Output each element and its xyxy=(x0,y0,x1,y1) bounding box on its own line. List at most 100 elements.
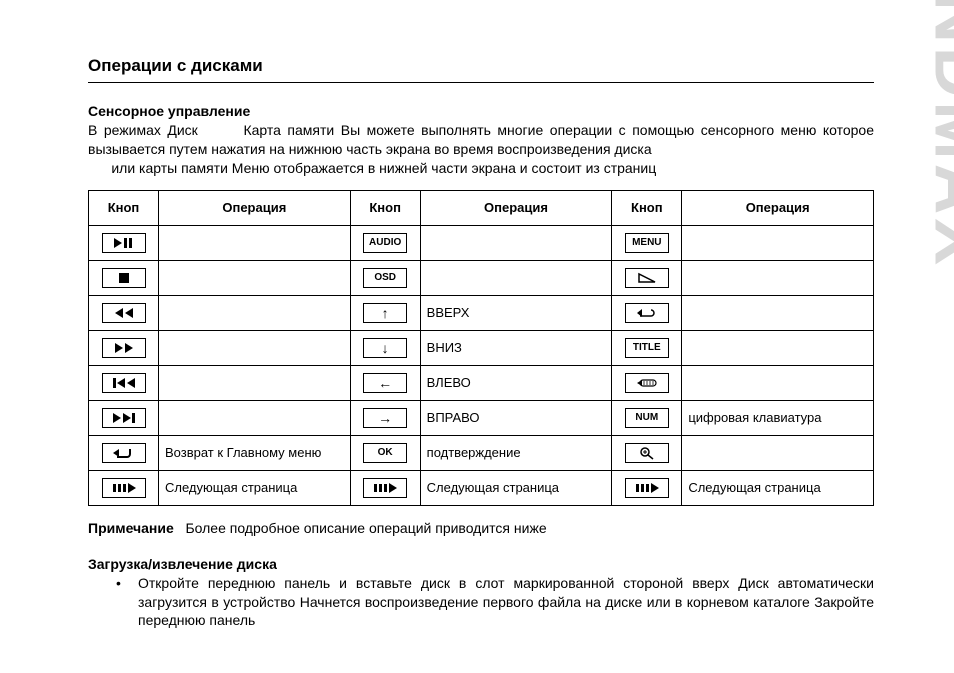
page-next-icon xyxy=(625,478,669,498)
←-icon: ← xyxy=(363,373,407,393)
operation-cell: ВВЕРХ xyxy=(420,295,612,330)
operation-cell: ВЛЕВО xyxy=(420,365,612,400)
operation-cell xyxy=(682,365,874,400)
operation-cell: ВПРАВО xyxy=(420,400,612,435)
button-cell: TITLE xyxy=(612,330,682,365)
angle-icon xyxy=(625,268,669,288)
note-text: Более подробное описание операций привод… xyxy=(185,520,546,536)
button-cell xyxy=(612,260,682,295)
→-icon: → xyxy=(363,408,407,428)
button-cell: ← xyxy=(350,365,420,400)
TITLE-icon: TITLE xyxy=(625,338,669,358)
th-btn-2: Кноп xyxy=(350,190,420,225)
operation-cell xyxy=(159,365,351,400)
ffwd-icon xyxy=(102,338,146,358)
button-cell xyxy=(612,295,682,330)
button-cell: ↑ xyxy=(350,295,420,330)
table-header-row: Кноп Операция Кноп Операция Кноп Операци… xyxy=(89,190,874,225)
th-op-3: Операция xyxy=(682,190,874,225)
stop-icon xyxy=(102,268,146,288)
zoom-icon xyxy=(625,443,669,463)
table-row: → ВПРАВО NUM цифровая клавиатура xyxy=(89,400,874,435)
operation-cell xyxy=(159,225,351,260)
intro-1a: В режимах Диск xyxy=(88,122,198,138)
↓-icon: ↓ xyxy=(363,338,407,358)
bullet-list: Откройте переднюю панель и вставьте диск… xyxy=(88,574,874,631)
button-cell xyxy=(612,435,682,470)
operation-cell: ВНИЗ xyxy=(420,330,612,365)
button-cell xyxy=(350,470,420,505)
button-cell: NUM xyxy=(612,400,682,435)
page-next-icon xyxy=(363,478,407,498)
button-cell: OSD xyxy=(350,260,420,295)
button-cell xyxy=(89,435,159,470)
bullet-item-1: Откройте переднюю панель и вставьте диск… xyxy=(116,574,874,631)
MENU-icon: MENU xyxy=(625,233,669,253)
intro-2: или карты памяти Меню отображается в ниж… xyxy=(111,160,656,176)
OSD-icon: OSD xyxy=(363,268,407,288)
operation-cell xyxy=(682,295,874,330)
return-icon xyxy=(625,303,669,323)
button-cell xyxy=(612,365,682,400)
intro-paragraph: В режимах Диск Карта памяти Вы можете вы… xyxy=(88,121,874,178)
table-row: ↑ ВВЕРХ xyxy=(89,295,874,330)
operation-cell xyxy=(682,225,874,260)
note: Примечание Более подробное описание опер… xyxy=(88,520,874,536)
operation-cell: Следующая страница xyxy=(159,470,351,505)
table-row: ↓ ВНИЗ TITLE xyxy=(89,330,874,365)
prev-icon xyxy=(102,373,146,393)
table-row: AUDIO MENU xyxy=(89,225,874,260)
document-content: Операции с дисками Сенсорное управление … xyxy=(0,0,954,660)
th-op-2: Операция xyxy=(420,190,612,225)
button-cell xyxy=(89,330,159,365)
page-title: Операции с дисками xyxy=(88,56,874,83)
operation-cell: подтверждение xyxy=(420,435,612,470)
operation-cell: цифровая клавиатура xyxy=(682,400,874,435)
button-cell: ↓ xyxy=(350,330,420,365)
operation-cell xyxy=(682,260,874,295)
rew-icon xyxy=(102,303,146,323)
operation-cell: Следующая страница xyxy=(682,470,874,505)
goto-icon xyxy=(625,373,669,393)
th-btn-1: Кноп xyxy=(89,190,159,225)
button-cell: → xyxy=(350,400,420,435)
NUM-icon: NUM xyxy=(625,408,669,428)
table-row: OSD xyxy=(89,260,874,295)
operation-cell xyxy=(159,400,351,435)
button-cell xyxy=(89,400,159,435)
table-row: Возврат к Главному меню OK подтверждение xyxy=(89,435,874,470)
operation-cell xyxy=(159,330,351,365)
table-row: ← ВЛЕВО xyxy=(89,365,874,400)
th-btn-3: Кноп xyxy=(612,190,682,225)
buttons-table: Кноп Операция Кноп Операция Кноп Операци… xyxy=(88,190,874,506)
OK-icon: OK xyxy=(363,443,407,463)
operation-cell: Возврат к Главному меню xyxy=(159,435,351,470)
button-cell: OK xyxy=(350,435,420,470)
back-icon xyxy=(102,443,146,463)
section-heading-load: Загрузка/извлечение диска xyxy=(88,556,874,572)
operation-cell xyxy=(682,435,874,470)
button-cell xyxy=(89,225,159,260)
operation-cell xyxy=(420,260,612,295)
table-row: Следующая страница Следующая страница След… xyxy=(89,470,874,505)
↑-icon: ↑ xyxy=(363,303,407,323)
button-cell xyxy=(89,470,159,505)
AUDIO-icon: AUDIO xyxy=(363,233,407,253)
intro-1b: Карта памяти Вы можете выполнять многие … xyxy=(88,122,874,157)
operation-cell xyxy=(159,295,351,330)
operation-cell xyxy=(420,225,612,260)
operation-cell: Следующая страница xyxy=(420,470,612,505)
note-label: Примечание xyxy=(88,520,174,536)
th-op-1: Операция xyxy=(159,190,351,225)
operation-cell xyxy=(159,260,351,295)
button-cell xyxy=(89,295,159,330)
button-cell: MENU xyxy=(612,225,682,260)
play-pause-icon xyxy=(102,233,146,253)
button-cell xyxy=(89,365,159,400)
page-next-icon xyxy=(102,478,146,498)
operation-cell xyxy=(682,330,874,365)
button-cell xyxy=(89,260,159,295)
button-cell xyxy=(612,470,682,505)
section-heading-touch: Сенсорное управление xyxy=(88,103,874,119)
next-icon xyxy=(102,408,146,428)
